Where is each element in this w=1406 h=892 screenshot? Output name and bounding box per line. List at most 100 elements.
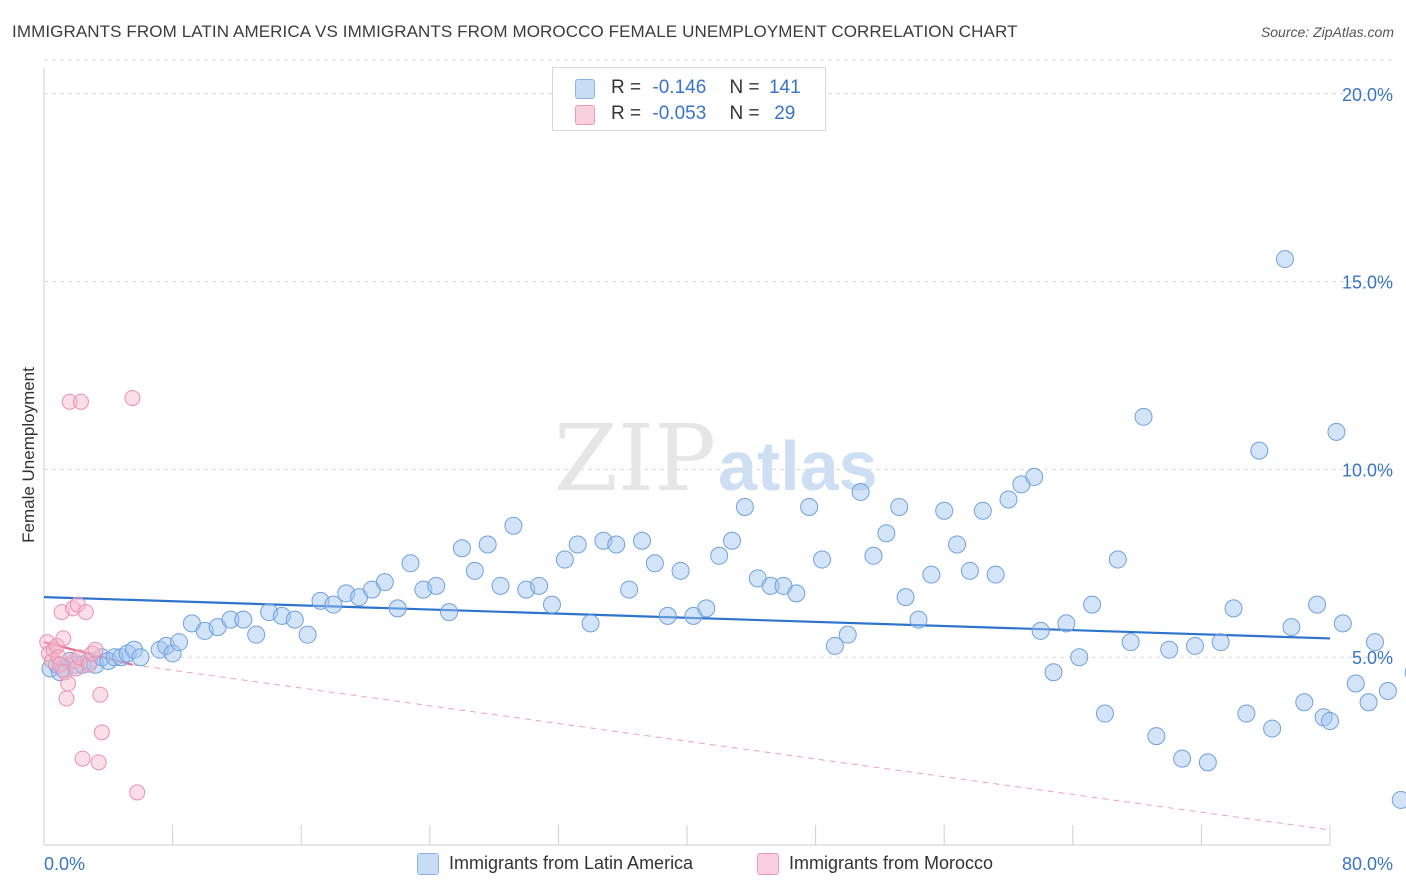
bottom-legend-swatch-latin [417, 853, 439, 875]
point-latin-america [1237, 704, 1256, 723]
legend-swatch-latin [575, 79, 595, 99]
point-latin-america [131, 648, 150, 667]
point-latin-america [658, 606, 677, 625]
legend-r-label: R = [611, 103, 642, 124]
point-latin-america [1359, 693, 1378, 712]
point-latin-america [401, 554, 420, 573]
point-latin-america [465, 561, 484, 580]
point-latin-america [620, 580, 639, 599]
point-latin-america [1108, 550, 1127, 569]
trend-line-latin-america [43, 596, 1331, 640]
point-morocco [58, 690, 75, 707]
point-morocco [92, 686, 109, 703]
point-latin-america [1282, 618, 1301, 637]
point-latin-america [1250, 441, 1269, 460]
x-tick-label: 0.0% [44, 854, 85, 874]
point-latin-america [735, 497, 754, 516]
point-latin-america [825, 636, 844, 655]
point-latin-america [1121, 633, 1140, 652]
point-latin-america [1295, 693, 1314, 712]
point-latin-america [1391, 790, 1406, 809]
legend-r-value: -0.146 [652, 77, 707, 98]
point-latin-america [922, 565, 941, 584]
point-latin-america [948, 535, 967, 554]
point-latin-america [909, 610, 928, 629]
watermark-zip: ZIP [554, 405, 716, 512]
point-morocco [61, 393, 78, 410]
series-morocco-points [39, 390, 146, 801]
point-latin-america [999, 490, 1018, 509]
point-latin-america [1185, 636, 1204, 655]
point-latin-america [1147, 727, 1166, 746]
point-latin-america [163, 644, 182, 663]
point-latin-america [388, 599, 407, 618]
series-latin-america-points [41, 250, 1406, 809]
bottom-legend-swatch-morocco [757, 853, 779, 875]
point-latin-america [632, 531, 651, 550]
point-latin-america [1070, 648, 1089, 667]
gridlines [44, 59, 1392, 658]
bottom-legend-label-morocco: Immigrants from Morocco [789, 853, 994, 873]
point-latin-america [935, 501, 954, 520]
point-latin-america [838, 625, 857, 644]
point-morocco [72, 393, 89, 410]
point-latin-america [710, 546, 729, 565]
trend-line-morocco-extrapolated [132, 664, 1331, 831]
legend-swatch-morocco [575, 105, 595, 125]
point-latin-america [1160, 640, 1179, 659]
point-latin-america [671, 561, 690, 580]
point-latin-america [478, 535, 497, 554]
point-latin-america [645, 554, 664, 573]
trend-line-morocco [43, 641, 133, 666]
point-latin-america [555, 550, 574, 569]
point-latin-america [1333, 614, 1352, 633]
point-latin-america [1025, 467, 1044, 486]
point-latin-america [568, 535, 587, 554]
point-latin-america [221, 610, 240, 629]
point-morocco [60, 675, 77, 692]
bottom-legend-label-latin: Immigrants from Latin America [449, 853, 694, 873]
point-morocco [74, 750, 91, 767]
point-latin-america [864, 546, 883, 565]
legend-n-value: 29 [768, 103, 796, 124]
point-latin-america [452, 539, 471, 558]
point-latin-america [504, 516, 523, 535]
point-latin-america [125, 640, 144, 659]
point-latin-america [491, 576, 510, 595]
watermark: ZIP atlas [554, 405, 878, 512]
point-latin-america [973, 501, 992, 520]
point-latin-america [877, 524, 896, 543]
point-latin-america [1173, 749, 1192, 768]
point-latin-america [375, 573, 394, 592]
point-latin-america [607, 535, 626, 554]
point-latin-america [1275, 250, 1294, 269]
point-latin-america [1134, 407, 1153, 426]
point-latin-america [1263, 719, 1282, 738]
point-latin-america [1308, 595, 1327, 614]
y-tick-label: 5.0% [1352, 648, 1393, 668]
point-latin-america [234, 610, 253, 629]
point-latin-america [1224, 599, 1243, 618]
point-latin-america [1346, 674, 1365, 693]
point-latin-america [581, 614, 600, 633]
y-tick-label: 10.0% [1342, 460, 1393, 480]
legend-n-label: N = [729, 77, 760, 98]
tick-labels: 5.0% 10.0% 15.0% 20.0% 0.0% 80.0% Female Unemp… [19, 85, 1393, 874]
trend-lines [43, 596, 1331, 831]
point-latin-america [1057, 614, 1076, 633]
point-latin-america [986, 565, 1005, 584]
correlation-legend: R = -0.146 N = 141 R = -0.053 N = 29 [552, 67, 826, 131]
point-morocco [87, 641, 104, 658]
point-morocco [93, 724, 110, 741]
point-morocco [77, 604, 94, 621]
point-latin-america [1321, 712, 1339, 731]
axes [43, 68, 1331, 846]
chart-source: Source: ZipAtlas.com [1260, 24, 1394, 40]
point-morocco [129, 784, 146, 801]
legend-r-label: R = [611, 77, 642, 98]
point-latin-america [530, 576, 549, 595]
point-latin-america [1211, 633, 1230, 652]
point-latin-america [960, 561, 979, 580]
point-latin-america [697, 599, 716, 618]
